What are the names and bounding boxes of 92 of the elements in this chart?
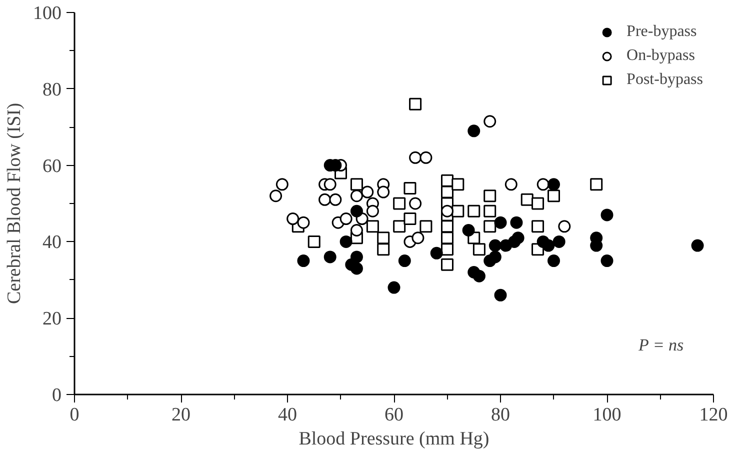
annotation: P = ns xyxy=(638,336,684,354)
point xyxy=(412,232,424,244)
x-tick-label: 40 xyxy=(278,404,297,426)
point xyxy=(472,243,486,256)
point xyxy=(324,178,336,191)
y-tick-label: 80 xyxy=(42,79,62,100)
point xyxy=(297,254,310,268)
point xyxy=(494,216,507,229)
point xyxy=(590,178,603,191)
point xyxy=(377,186,390,198)
point xyxy=(484,220,496,233)
y-tick-label: 20 xyxy=(42,308,62,330)
point xyxy=(600,208,614,222)
point xyxy=(350,204,363,218)
point xyxy=(691,239,704,252)
point xyxy=(350,262,363,275)
x-axis-title: Blood Pressure (mm Hg) xyxy=(298,428,490,450)
point xyxy=(548,190,560,202)
point xyxy=(297,216,310,229)
point xyxy=(350,178,363,191)
x-tick-label: 0 xyxy=(70,404,80,426)
y-axis-title: Cerebral Blood Flow (ISI) xyxy=(4,102,25,304)
point xyxy=(409,197,422,210)
x-tick-label: 80 xyxy=(491,404,510,426)
x-tick-label: 20 xyxy=(172,404,190,426)
legend-label: Post-bypass xyxy=(626,71,703,89)
point xyxy=(324,250,336,264)
point xyxy=(462,224,475,236)
point xyxy=(377,243,390,256)
point xyxy=(484,190,496,202)
point xyxy=(552,235,566,248)
point xyxy=(276,178,288,191)
point xyxy=(393,220,406,233)
point xyxy=(510,216,523,229)
point xyxy=(452,204,464,218)
point xyxy=(398,254,411,268)
point xyxy=(558,220,571,233)
point xyxy=(404,212,416,226)
point xyxy=(484,254,496,268)
point xyxy=(270,190,282,202)
point xyxy=(350,190,363,202)
point xyxy=(388,281,400,294)
point xyxy=(420,220,432,233)
point xyxy=(318,193,332,206)
point xyxy=(420,151,432,164)
point xyxy=(350,250,363,264)
point xyxy=(468,124,480,138)
point xyxy=(441,204,454,218)
point xyxy=(366,220,379,233)
point xyxy=(488,239,502,252)
point xyxy=(441,232,454,244)
point xyxy=(520,193,534,206)
point xyxy=(441,243,454,256)
y-tick-label: 0 xyxy=(52,385,62,406)
point xyxy=(548,178,560,191)
point xyxy=(393,197,406,210)
point xyxy=(286,212,300,226)
point xyxy=(366,204,379,218)
point xyxy=(404,182,416,194)
y-tick-label: 100 xyxy=(33,3,62,24)
point xyxy=(494,288,507,302)
point xyxy=(548,254,560,268)
point xyxy=(377,232,390,244)
point xyxy=(308,235,320,248)
point xyxy=(441,220,454,233)
point xyxy=(532,220,544,233)
y-tick-label: 60 xyxy=(42,156,62,177)
point xyxy=(452,178,464,191)
point xyxy=(508,235,521,248)
point xyxy=(472,270,486,282)
y-tick-label: 40 xyxy=(42,232,62,254)
point xyxy=(441,258,454,271)
point xyxy=(430,246,443,260)
point xyxy=(532,197,544,210)
point xyxy=(340,235,352,248)
point xyxy=(504,178,518,191)
legend-label: On-bypass xyxy=(626,47,695,65)
x-tick-label: 60 xyxy=(384,404,404,426)
point xyxy=(409,98,422,110)
point xyxy=(340,212,352,226)
point xyxy=(600,254,614,268)
x-tick-label: 100 xyxy=(592,404,622,426)
point xyxy=(329,193,342,206)
point xyxy=(484,204,496,218)
point xyxy=(409,151,422,164)
point xyxy=(536,178,550,191)
point xyxy=(350,224,363,236)
legend-label: Pre-bypass xyxy=(626,23,697,41)
x-tick-label: 120 xyxy=(699,404,728,426)
point xyxy=(484,115,496,128)
point xyxy=(361,186,374,198)
point xyxy=(468,204,480,218)
